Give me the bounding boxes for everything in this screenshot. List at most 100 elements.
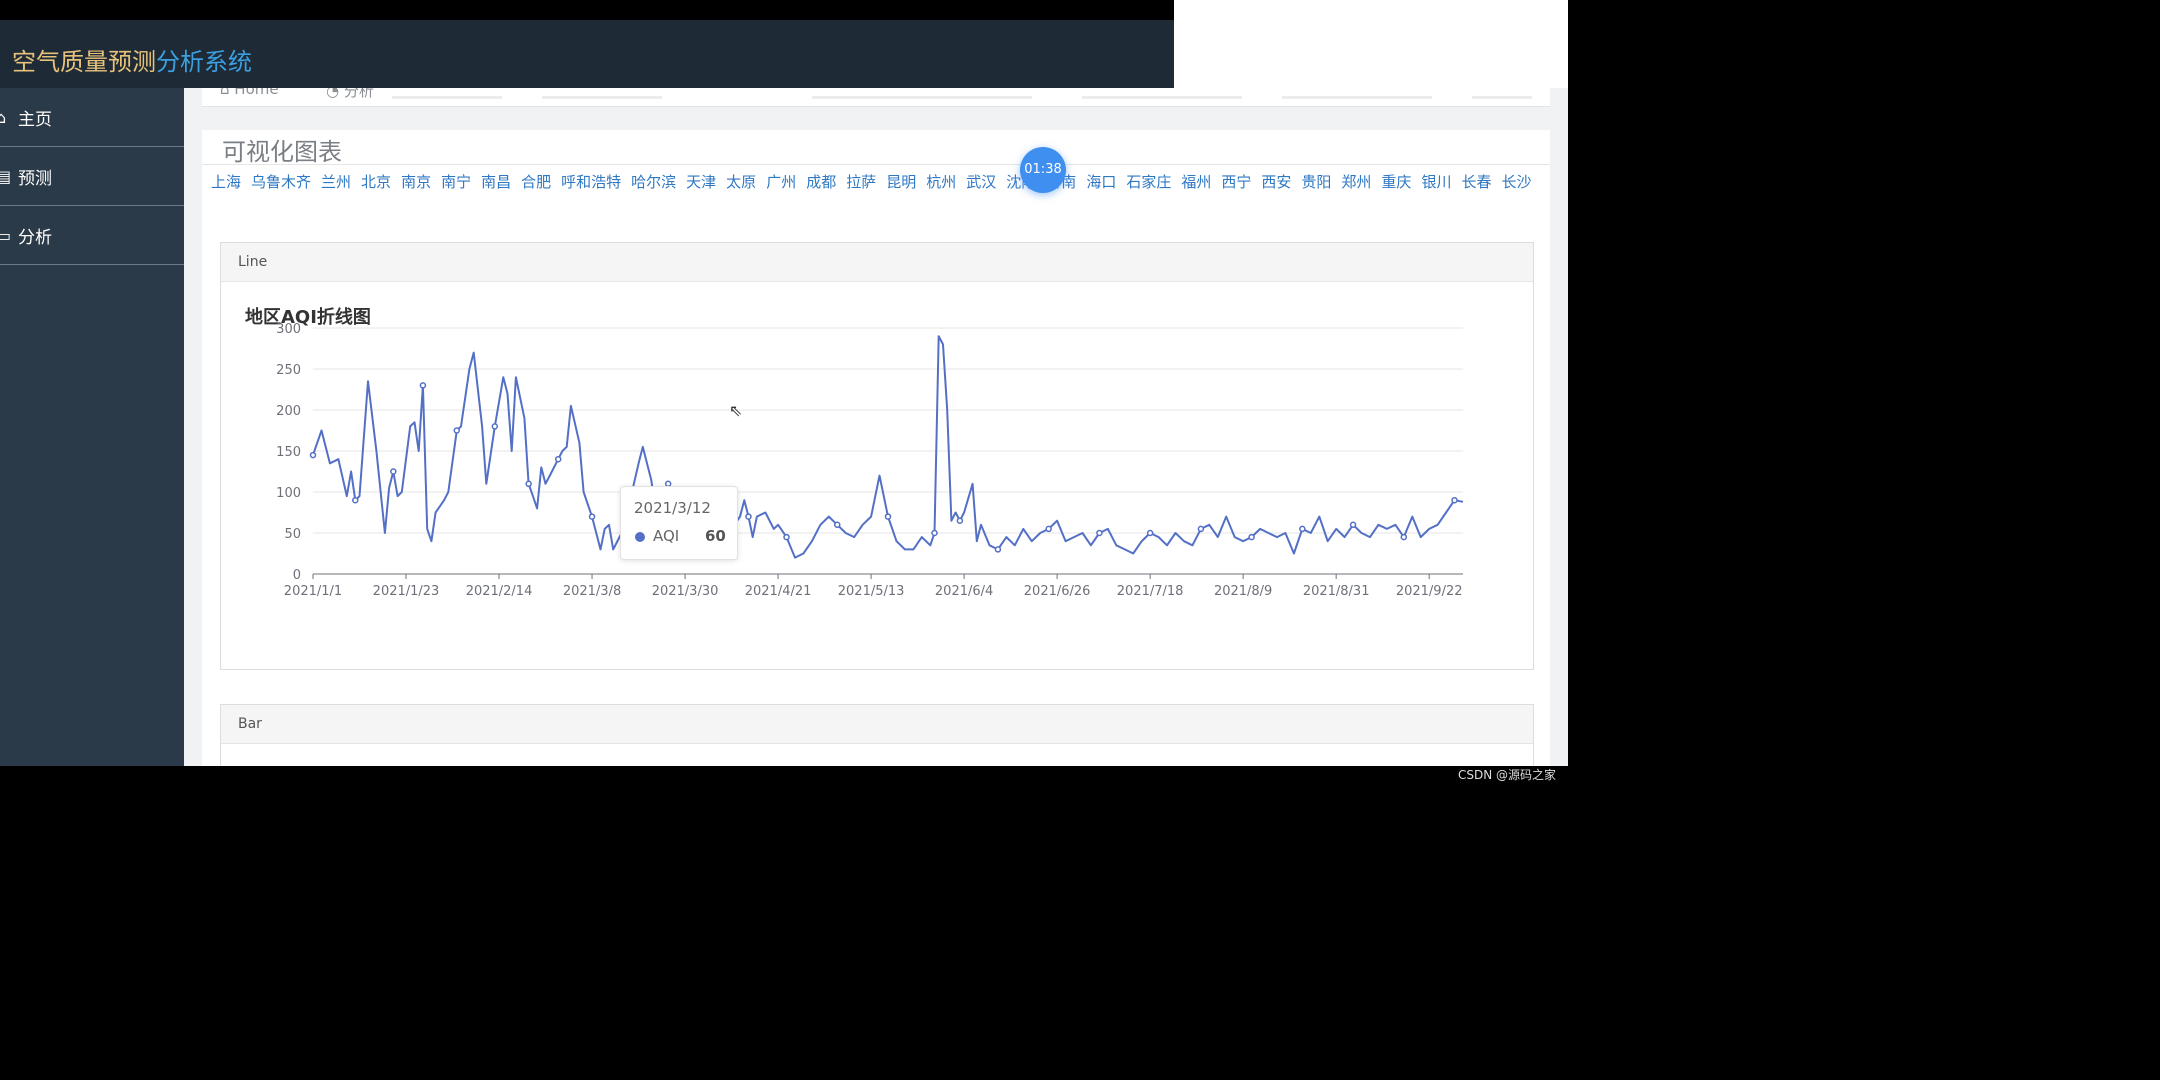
city-link[interactable]: 郑州 — [1341, 173, 1372, 191]
sidebar-item-predict[interactable]: ▤ 预测 — [0, 147, 184, 206]
city-link[interactable]: 上海 — [211, 173, 242, 191]
city-link[interactable]: 银川 — [1421, 173, 1452, 191]
sidebar-item-home[interactable]: ⌂ 主页 — [0, 88, 184, 147]
line-card-header: Line — [221, 243, 1533, 282]
blurred-bar — [812, 96, 1032, 99]
y-tick-label: 0 — [293, 568, 301, 583]
tooltip-date: 2021/3/12 — [634, 499, 711, 517]
divider — [202, 164, 1550, 165]
bar-card: Bar — [220, 704, 1534, 766]
data-point — [834, 521, 841, 529]
city-link[interactable]: 海口 — [1086, 173, 1117, 191]
y-tick-label: 100 — [276, 486, 301, 501]
city-link[interactable]: 南宁 — [441, 173, 472, 191]
y-tick-label: 300 — [276, 322, 301, 337]
data-point — [1197, 525, 1205, 533]
x-tick-label: 2021/8/9 — [1214, 584, 1272, 599]
city-link[interactable]: 贵阳 — [1301, 173, 1332, 191]
city-link[interactable]: 石家庄 — [1126, 173, 1172, 191]
data-point — [309, 451, 317, 459]
data-point — [1248, 533, 1255, 541]
timer-badge[interactable]: 01:38 — [1020, 147, 1066, 193]
city-link[interactable]: 天津 — [686, 173, 717, 191]
city-link[interactable]: 南京 — [401, 173, 432, 191]
breadcrumb-home[interactable]: ⌂ Home — [220, 88, 279, 98]
data-point — [1096, 529, 1103, 537]
city-link[interactable]: 呼和浩特 — [561, 173, 622, 191]
data-point — [1045, 525, 1052, 533]
city-link[interactable]: 杭州 — [926, 173, 957, 191]
document-icon: ▤ — [0, 166, 12, 186]
city-link[interactable]: 西宁 — [1221, 173, 1252, 191]
data-point — [453, 427, 460, 434]
sidebar-item-label: 分析 — [18, 227, 52, 248]
data-point — [994, 546, 1002, 553]
city-link[interactable]: 昆明 — [886, 173, 917, 191]
data-point — [419, 382, 427, 389]
data-point — [525, 480, 532, 488]
monitor-icon: ▭ — [0, 225, 12, 245]
city-link[interactable]: 福州 — [1181, 173, 1212, 191]
y-tick-label: 150 — [276, 445, 301, 460]
x-tick-label: 2021/6/26 — [1024, 584, 1091, 599]
breadcrumb: ⌂ Home ◔ 分析 — [202, 88, 1550, 107]
chart-panel: 可视化图表 上海 乌鲁木齐 兰州 北京 南京 南宁 南昌 合肥 呼和浩特 哈尔滨 天津 太原 广州 成都拉… — [202, 130, 1550, 766]
x-tick-label: 2021/9/22 — [1396, 584, 1463, 599]
blurred-bar — [1082, 96, 1242, 99]
data-point — [884, 513, 892, 520]
city-link[interactable]: 哈尔滨 — [631, 173, 677, 191]
tooltip-series-dot — [635, 532, 645, 542]
city-link[interactable]: 太原 — [726, 173, 757, 191]
breadcrumb-home-label: Home — [234, 88, 279, 98]
bottom-black-band — [0, 766, 1568, 784]
city-link[interactable]: 乌鲁木齐 — [251, 173, 312, 191]
city-link[interactable]: 西安 — [1261, 173, 1292, 191]
data-point — [745, 513, 752, 520]
city-link[interactable]: 北京 — [361, 173, 392, 191]
city-link[interactable]: 拉萨 — [846, 173, 877, 191]
app-header: 空气质量预测分析系统 — [0, 20, 1174, 88]
sidebar-item-analysis[interactable]: ▭ 分析 — [0, 206, 184, 265]
x-tick-label: 2021/2/14 — [466, 584, 533, 599]
watermark: CSDN @源码之家 — [1457, 768, 1556, 782]
app-title-part1: 空气质量预测 — [12, 48, 156, 76]
data-point — [390, 468, 397, 475]
x-tick-label: 2021/5/13 — [838, 584, 905, 599]
bar-card-header: Bar — [221, 705, 1533, 744]
city-link[interactable]: 长沙 — [1501, 173, 1532, 191]
city-link[interactable]: 广州 — [766, 173, 797, 191]
data-point — [352, 496, 359, 504]
x-tick-label: 2021/6/4 — [935, 584, 993, 599]
x-tick-label: 2021/8/31 — [1303, 584, 1370, 599]
sidebar-item-label: 主页 — [18, 109, 52, 130]
city-link[interactable]: 成都 — [806, 173, 837, 191]
city-link[interactable]: 合肥 — [521, 173, 552, 191]
series-line-aqi — [312, 335, 1464, 559]
main-content: ⌂ Home ◔ 分析 可视化图表 上海 乌鲁木齐 兰州 北京 南京 南宁 南昌 合肥 呼和浩特… — [184, 88, 1568, 766]
city-link[interactable]: 南昌 — [481, 173, 512, 191]
overlay-white-area — [1174, 0, 1568, 88]
data-point — [783, 533, 790, 541]
y-tick-label: 250 — [276, 363, 301, 378]
aqi-line-chart[interactable]: 0 50 100 150 200 250 300 2021/1/1 2021/1/23 2021/… — [221, 282, 1533, 670]
blurred-bar — [542, 96, 662, 99]
line-card: Line 地区AQI折线图 0 50 100 150 200 250 300 2021/1/1… — [220, 242, 1534, 670]
x-tick-label: 2021/3/8 — [563, 584, 621, 599]
city-link[interactable]: 武汉 — [966, 173, 997, 191]
city-link[interactable]: 兰州 — [321, 173, 352, 191]
city-link[interactable]: 重庆 — [1381, 173, 1412, 191]
data-point — [588, 513, 596, 520]
mouse-cursor-icon: ⇖ — [729, 401, 743, 420]
sidebar: ⌂ 主页 ▤ 预测 ▭ 分析 — [0, 88, 184, 766]
x-tick-label: 2021/1/1 — [284, 584, 342, 599]
app-title-part2: 分析系统 — [156, 48, 252, 76]
chart-title: 地区AQI折线图 — [245, 307, 371, 328]
tooltip-series-name: AQI — [653, 527, 680, 545]
blurred-bar — [1282, 96, 1432, 99]
x-tick-label: 2021/4/21 — [745, 584, 812, 599]
breadcrumb-current: ◔ 分析 — [326, 88, 374, 101]
city-link[interactable]: 长春 — [1461, 173, 1492, 191]
x-tick-label: 2021/3/30 — [652, 584, 719, 599]
y-tick-label: 200 — [276, 404, 301, 419]
data-point — [491, 423, 499, 430]
